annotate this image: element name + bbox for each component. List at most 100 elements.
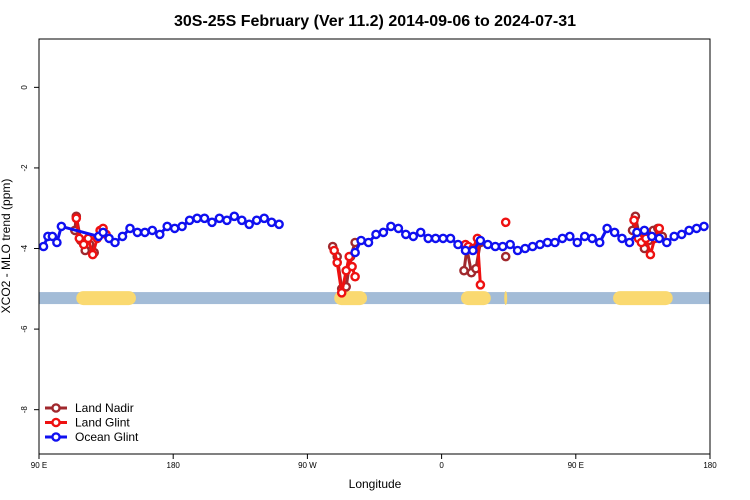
data-point: [52, 237, 62, 248]
x-axis: 90 E 180 90 W 0 90 E 180: [31, 454, 717, 470]
data-point: [71, 213, 82, 224]
legend-item-ocean-glint: Ocean Glint: [45, 430, 139, 444]
data-point: [445, 233, 456, 244]
data-point: [654, 233, 665, 244]
data-point: [512, 245, 523, 256]
data-point: [408, 231, 419, 242]
data-point: [38, 241, 49, 252]
data-point: [587, 233, 598, 244]
x-tick-label: 90 W: [298, 461, 317, 470]
land-segment-2: [460, 291, 491, 306]
data-point: [662, 237, 672, 248]
y-axis: 0 -2 -4 -6 -8: [20, 85, 39, 414]
data-point: [624, 237, 635, 248]
y-tick-label: 0: [20, 85, 29, 90]
data-point: [400, 229, 411, 240]
data-point: [617, 233, 627, 244]
data-point: [460, 245, 471, 256]
data-point: [350, 271, 360, 282]
data-point: [565, 231, 575, 242]
data-point: [222, 215, 232, 226]
land-ocean-band: [39, 291, 710, 306]
data-point: [453, 239, 463, 250]
data-point: [259, 213, 270, 224]
data-point: [363, 237, 374, 248]
data-point: [468, 245, 478, 256]
data-point: [557, 233, 568, 244]
x-axis-label: Longitude: [349, 477, 402, 491]
data-point: [654, 223, 665, 234]
data-point: [645, 249, 656, 260]
x-tick-label: 180: [703, 461, 717, 470]
data-point: [125, 223, 135, 234]
data-point: [169, 223, 180, 234]
legend-label: Land Nadir: [75, 401, 134, 415]
data-point: [177, 221, 187, 232]
data-point: [572, 237, 583, 248]
data-point: [87, 249, 98, 260]
y-tick-label: -8: [20, 406, 29, 414]
data-point: [199, 213, 210, 224]
data-point: [550, 237, 560, 248]
data-point: [386, 221, 396, 232]
legend-item-land-nadir: Land Nadir: [45, 401, 134, 415]
data-point: [647, 231, 657, 242]
data-point: [520, 243, 530, 254]
data-point: [430, 233, 441, 244]
series-land-nadir: [70, 211, 668, 294]
data-point: [500, 217, 511, 228]
data-point: [214, 213, 225, 224]
y-tick-label: -6: [20, 325, 29, 333]
data-point: [500, 251, 511, 262]
data-point: [356, 235, 366, 246]
data-point: [140, 227, 150, 238]
data-point: [475, 279, 486, 290]
data-point: [132, 227, 143, 238]
data-point: [336, 287, 347, 298]
data-point: [83, 233, 93, 244]
data-point: [505, 239, 516, 250]
data-point: [475, 235, 486, 246]
data-point: [117, 231, 128, 242]
data-point: [527, 241, 538, 252]
x-tick-label: 90 E: [31, 461, 47, 470]
data-point: [56, 221, 67, 232]
data-point: [691, 223, 702, 234]
data-point: [609, 227, 620, 238]
data-point: [602, 223, 612, 234]
series-layer: [38, 211, 709, 298]
data-point: [229, 211, 240, 222]
data-point: [699, 221, 709, 232]
data-point: [251, 215, 262, 226]
data-point: [535, 239, 545, 250]
data-point: [74, 233, 85, 244]
data-point: [329, 245, 340, 256]
y-tick-label: -4: [20, 244, 29, 252]
data-point: [639, 225, 650, 236]
data-point: [415, 227, 426, 238]
data-point: [78, 239, 89, 250]
data-point: [676, 229, 687, 240]
data-point: [423, 233, 434, 244]
data-point: [274, 219, 284, 230]
data-point: [154, 229, 165, 240]
legend-label: Ocean Glint: [75, 430, 139, 444]
data-point: [684, 225, 694, 236]
data-point: [184, 215, 195, 226]
data-point: [669, 231, 680, 242]
data-point: [378, 227, 389, 238]
land-segment-0: [76, 291, 136, 306]
data-point: [579, 231, 590, 242]
data-point: [371, 229, 381, 240]
y-axis-label: XCO2 - MLO trend (ppm): [0, 179, 13, 314]
x-tick-label: 180: [167, 461, 181, 470]
data-point: [110, 237, 120, 248]
legend-marker: [51, 403, 61, 413]
data-point: [147, 225, 158, 236]
data-point: [350, 247, 360, 258]
data-point: [192, 213, 202, 224]
legend-marker: [51, 417, 61, 428]
series-ocean-glint: [38, 211, 709, 258]
